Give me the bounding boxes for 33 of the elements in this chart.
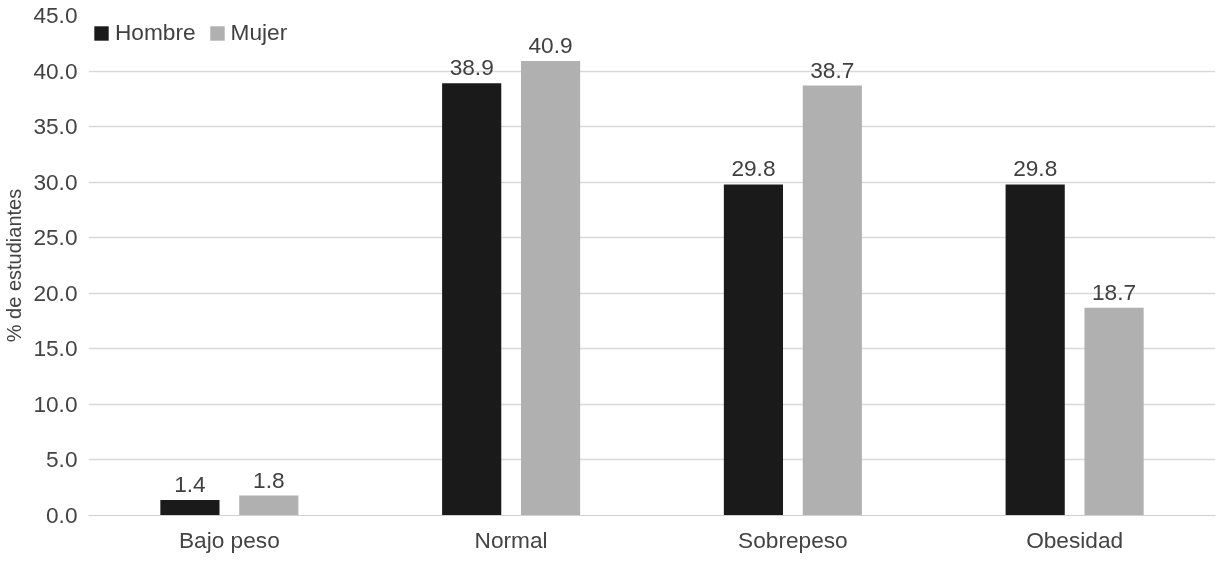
y-tick-label: 15.0 <box>33 335 78 362</box>
bar <box>160 499 220 516</box>
x-tick-label: Obesidad <box>1026 526 1124 553</box>
data-label: 38.9 <box>449 54 494 81</box>
y-tick-label: 40.0 <box>33 57 78 84</box>
bar <box>1005 184 1065 516</box>
y-tick-label: 10.0 <box>33 390 78 417</box>
data-label: 40.9 <box>528 32 573 59</box>
bar <box>239 495 299 516</box>
y-tick-label: 25.0 <box>33 224 78 251</box>
legend-label: Mujer <box>230 19 288 46</box>
data-label: 29.8 <box>1013 155 1058 182</box>
y-tick-label: 20.0 <box>33 279 78 306</box>
data-label: 29.8 <box>731 155 776 182</box>
data-label: 38.7 <box>810 56 855 83</box>
y-axis-title: % de estudiantes <box>3 188 26 343</box>
data-label: 1.4 <box>174 470 206 497</box>
y-tick-label: 30.0 <box>33 168 78 195</box>
legend-label: Hombre <box>115 19 196 46</box>
bar <box>723 184 784 516</box>
x-tick-label: Bajo peso <box>178 526 280 553</box>
bar <box>802 85 862 516</box>
y-tick-label: 0.0 <box>46 502 78 528</box>
bar <box>520 61 581 516</box>
x-tick-label: Sobrepeso <box>738 526 848 553</box>
y-tick-label: 5.0 <box>46 446 78 473</box>
data-label: 1.8 <box>253 466 285 493</box>
bar <box>1084 307 1144 516</box>
bar <box>442 83 502 516</box>
x-tick-label: Normal <box>474 526 548 553</box>
y-tick-label: 45.0 <box>33 2 78 28</box>
data-label: 18.7 <box>1092 278 1137 305</box>
y-tick-label: 35.0 <box>33 113 78 140</box>
